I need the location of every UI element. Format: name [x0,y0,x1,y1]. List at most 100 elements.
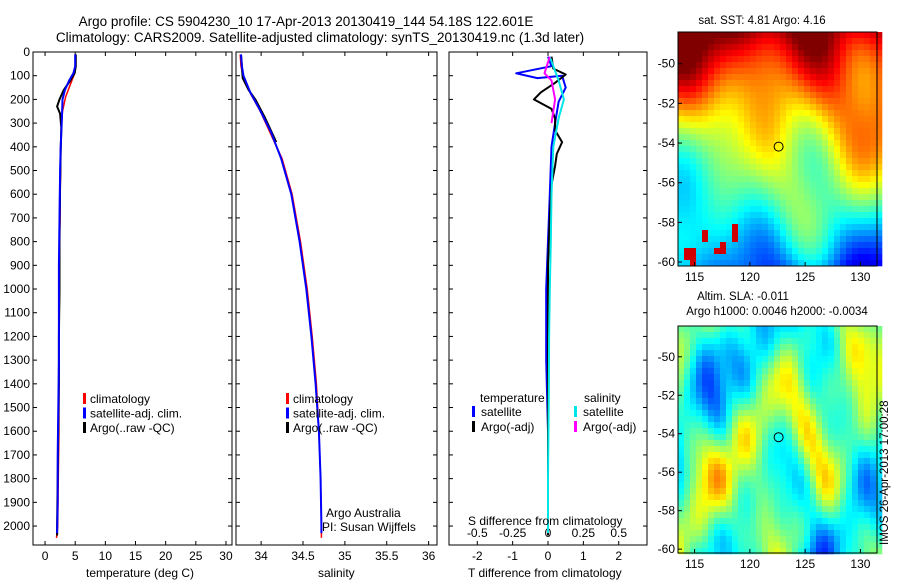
sst-map-cell [738,200,745,207]
sst-map-cell [780,224,787,231]
sla-map-cell [876,374,883,381]
sla-map-cell [876,548,883,555]
sst-map-cell [714,134,721,141]
sst-map-cell [762,176,769,183]
sst-map-cell [846,248,853,255]
sla-map-cell [792,524,799,531]
sla-map-cell [858,482,865,489]
sst-map-cell [702,242,709,249]
sla-map-cell [768,512,775,519]
sst-map-cell [870,176,877,183]
sla-map-cell [702,368,709,375]
sst-map-cell [804,122,811,129]
sla-map-cell [816,404,823,411]
sla-map-cell [870,428,877,435]
sst-map-cell [840,254,847,261]
sst-map-cell [834,146,841,153]
sst-map-cell [678,200,685,207]
sla-map-cell [750,464,757,471]
sla-map-cell [702,530,709,537]
sla-map-cell [822,434,829,441]
sst-map-cell [678,74,685,81]
sla-map-cell [822,428,829,435]
sst-map-cell [816,230,823,237]
sst-map-cell [744,80,751,87]
sla-map-cell [732,500,739,507]
sst-map-cell [810,260,817,267]
sst-map-cell [696,134,703,141]
sla-map-cell [714,374,721,381]
sst-map-cell [870,182,877,189]
sst-map-cell [846,182,853,189]
sla-map-cell [828,374,835,381]
sla-map-cell [798,548,805,555]
sst-map-cell [792,38,799,45]
sst-map-cell [798,62,805,69]
sla-map-cell [726,476,733,483]
sla-map-cell [702,458,709,465]
sla-map-cell [786,422,793,429]
sla-map-cell [696,524,703,531]
sst-map-cell [774,212,781,219]
sla-map-cell [732,446,739,453]
sst-map-cell [804,50,811,57]
sla-map-cell [780,374,787,381]
sla-map-cell [690,440,697,447]
sst-map-cell [756,32,763,39]
sst-map-cell [684,62,691,69]
sla-map-cell [738,518,745,525]
sla-map-cell [684,392,691,399]
sst-map-cell [786,86,793,93]
sst-map-cell [780,164,787,171]
sst-map-cell [738,104,745,111]
sla-map-cell [792,512,799,519]
sst-map-cell [864,248,871,255]
temperature-x-tick-label: 30 [219,549,233,563]
sst-map-cell [750,236,757,243]
sst-map-cell [762,248,769,255]
sst-map-cell [726,254,733,261]
sst-map-cell [828,50,835,57]
sla-map-cell [726,548,733,555]
sla-map-cell [834,404,841,411]
sst-map-cell [864,230,871,237]
sla-map-cell [864,410,871,417]
sst-map-cell [870,146,877,153]
sst-map-cell [738,38,745,45]
sst-map-cell [810,56,817,63]
sst-map-cell [864,56,871,63]
sla-map-cell [786,470,793,477]
sla-map-cell [828,530,835,537]
sst-map-cell [732,242,739,249]
sst-map-cell [876,230,883,237]
sla-map-cell [846,356,853,363]
sst-map-cell [798,74,805,81]
sla-map-cell [720,350,727,357]
sla-map-cell [762,488,769,495]
sla-map-cell [684,326,691,333]
sla-map-cell [834,398,841,405]
sla-map-cell [774,398,781,405]
sla-map-cell [816,452,823,459]
sla-map-cell [714,350,721,357]
sla-map-cell [870,350,877,357]
sla-map-cell [852,350,859,357]
sla-map-cell [846,476,853,483]
sst-map-cell [792,92,799,99]
sst-map-cell [840,98,847,105]
credit-line2: PI: Susan Wijffels [322,520,416,534]
sla-map-cell [834,440,841,447]
sla-map-cell [756,422,763,429]
legend-entry: Argo(..raw -QC) [90,421,175,435]
depth-tick-label: 1400 [3,377,30,391]
sst-map-y-tick-label: -54 [658,136,676,150]
sla-map-cell [684,494,691,501]
sst-map-cell [762,182,769,189]
sst-map-cell [852,86,859,93]
sst-map-cell [846,32,853,39]
sla-map-cell [762,482,769,489]
sla-map-cell [684,410,691,417]
sst-map-cell [732,164,739,171]
sst-map-cell [780,248,787,255]
sla-map-cell [750,344,757,351]
